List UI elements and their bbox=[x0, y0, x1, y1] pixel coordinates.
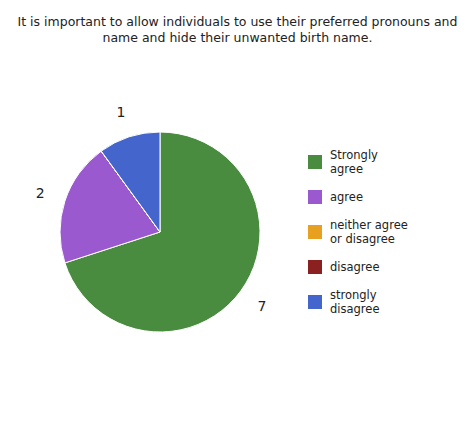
legend-swatch bbox=[308, 260, 322, 274]
data-label: 7 bbox=[257, 298, 266, 314]
data-label: 2 bbox=[36, 185, 45, 201]
legend-label: disagree bbox=[330, 260, 379, 274]
legend-label: agree bbox=[330, 190, 363, 204]
legend-label: Stronglyagree bbox=[330, 148, 378, 176]
title: It is important to allow individuals to … bbox=[18, 14, 458, 45]
legend-swatch bbox=[308, 190, 322, 204]
data-labels: 7 2 1 bbox=[36, 104, 267, 314]
legend-label: neither agreeor disagree bbox=[330, 218, 408, 246]
data-label: 1 bbox=[117, 104, 126, 120]
legend-swatch bbox=[308, 155, 322, 169]
legend-swatch bbox=[308, 295, 322, 309]
slice bbox=[101, 132, 160, 232]
legend: Stronglyagree agree neither agreeor disagr… bbox=[308, 148, 408, 316]
legend-swatch bbox=[308, 225, 322, 239]
chart: It is important to allow individuals to … bbox=[0, 0, 475, 426]
pie bbox=[60, 132, 260, 332]
legend-label: stronglydisagree bbox=[330, 288, 379, 316]
